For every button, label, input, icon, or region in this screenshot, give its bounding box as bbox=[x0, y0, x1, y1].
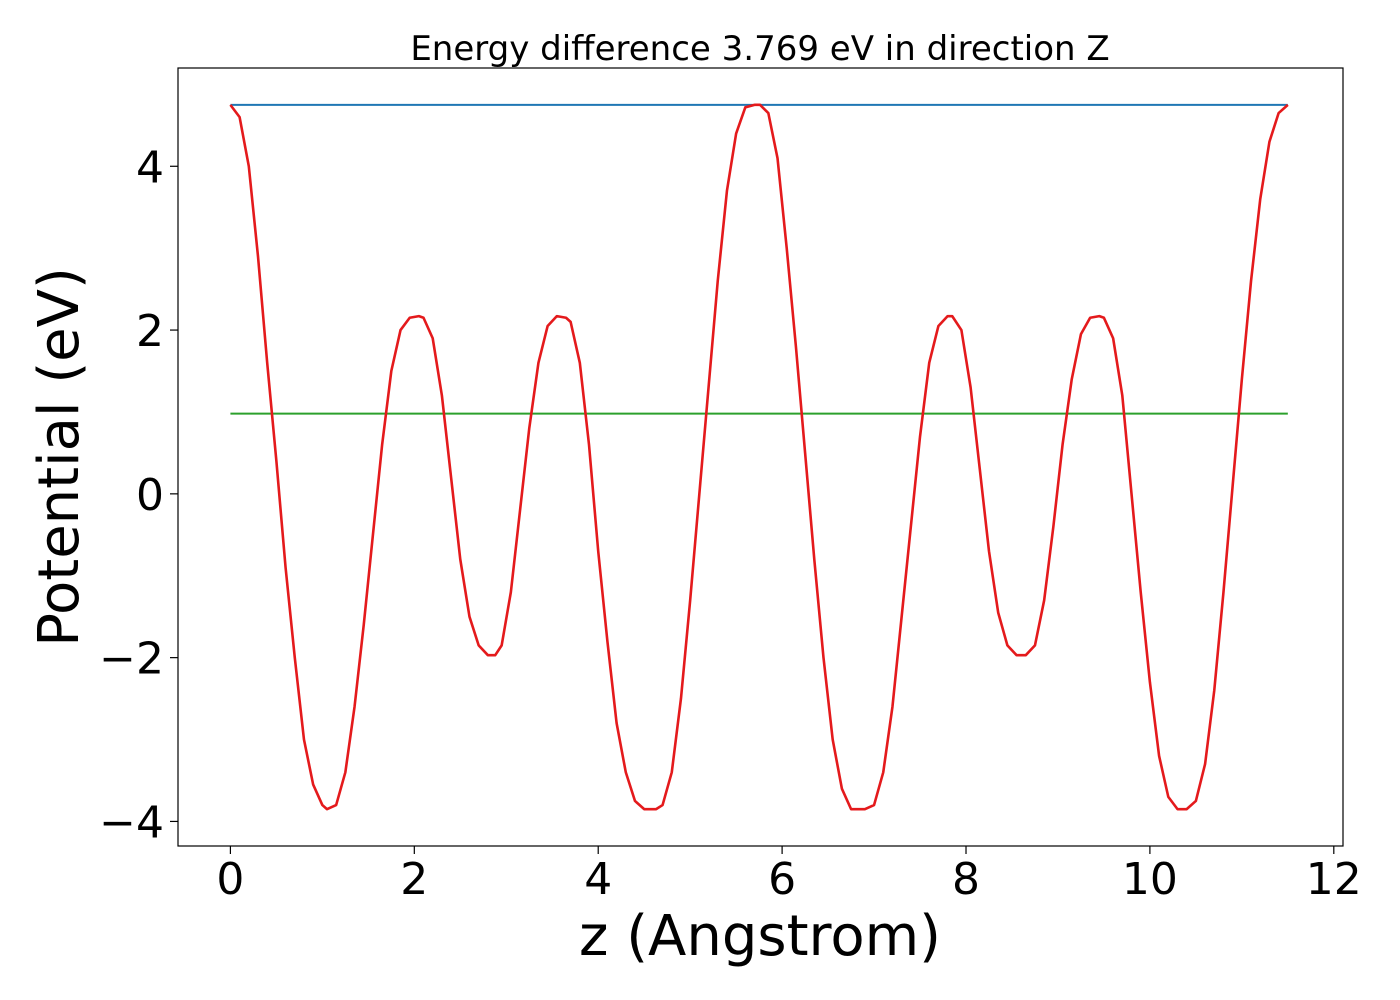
series-layer bbox=[229, 103, 1289, 811]
y-tick-label: 2 bbox=[136, 306, 164, 357]
x-axis: 0 2 4 6 8 10 12 bbox=[216, 846, 1362, 905]
plot-frame bbox=[177, 67, 1344, 847]
y-axis-label: Potential (eV) bbox=[27, 267, 92, 647]
x-tick-label: 10 bbox=[1122, 854, 1178, 905]
chart-title: Energy difference 3.769 eV in direction … bbox=[410, 29, 1109, 69]
y-axis: −4 −2 0 2 4 bbox=[99, 142, 178, 848]
x-tick-label: 6 bbox=[768, 854, 796, 905]
x-tick-label: 2 bbox=[400, 854, 428, 905]
x-tick-label: 0 bbox=[216, 854, 244, 905]
y-tick-label: 4 bbox=[136, 142, 164, 193]
y-tick-label: 0 bbox=[136, 470, 164, 521]
x-axis-label: z (Angstrom) bbox=[579, 904, 941, 969]
x-tick-label: 4 bbox=[584, 854, 612, 905]
y-tick-label: −4 bbox=[99, 797, 164, 848]
x-tick-label: 8 bbox=[952, 854, 980, 905]
x-tick-label: 12 bbox=[1306, 854, 1362, 905]
y-tick-label: −2 bbox=[99, 634, 164, 685]
series-line-potential bbox=[229, 103, 1289, 811]
